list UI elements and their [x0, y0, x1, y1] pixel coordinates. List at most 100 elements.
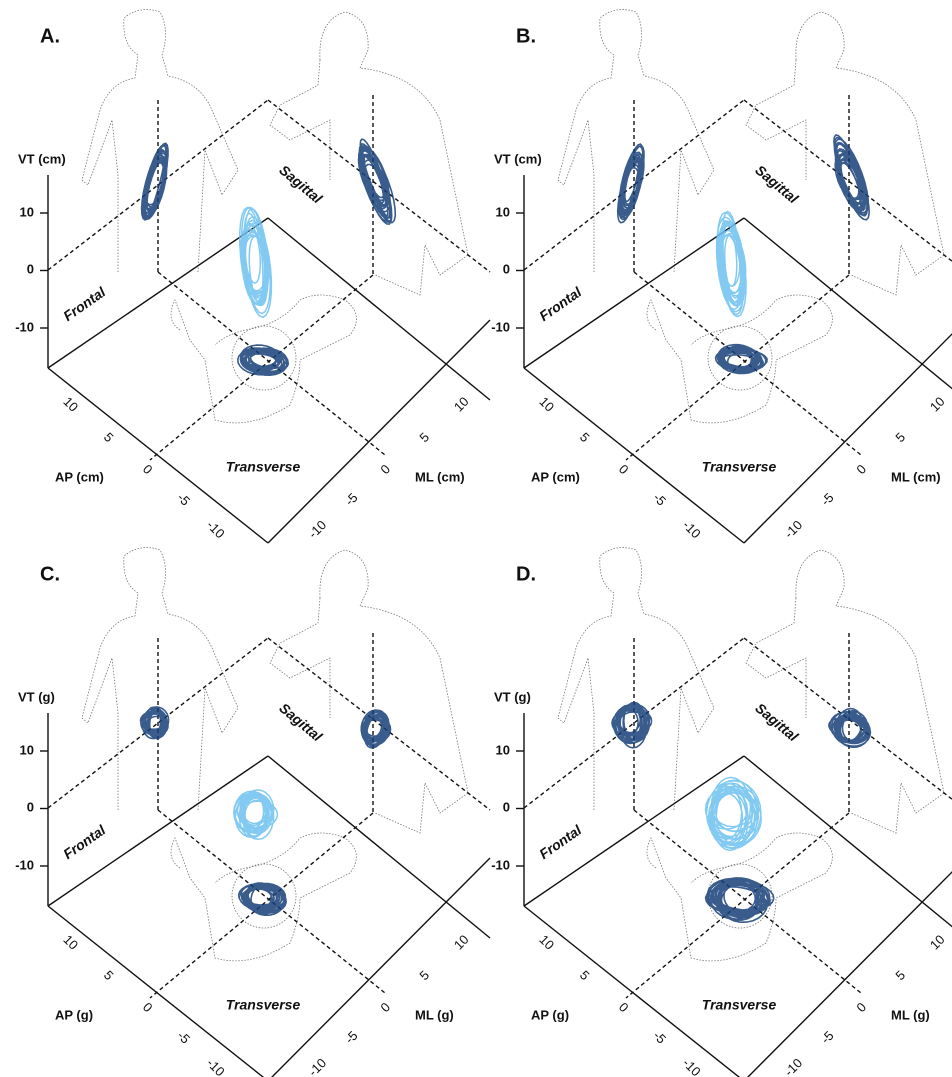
body-outline	[646, 832, 833, 962]
plane-edge	[267, 217, 491, 401]
ap-axis-label: AP (cm)	[531, 469, 580, 484]
ap-tick-label: -10	[204, 517, 228, 541]
body-outline	[269, 549, 469, 834]
trajectory	[236, 344, 290, 377]
body-outline	[557, 9, 715, 273]
vt-tick-label: 0	[503, 261, 510, 276]
ap-tick-label: -5	[174, 1028, 193, 1047]
body-outline	[81, 547, 239, 811]
ml-tick-label: -10	[305, 517, 329, 541]
ap-axis	[47, 367, 269, 544]
plane-edge	[523, 755, 745, 907]
body-outline	[170, 294, 357, 424]
ml-tick-label: 5	[416, 429, 432, 445]
ap-tick-label: 10	[60, 932, 81, 953]
panel-label: C.	[40, 563, 60, 585]
vt-tick-label: -10	[491, 857, 510, 872]
ap-axis	[523, 367, 745, 544]
ml-tick-label: -5	[818, 1028, 837, 1047]
ml-axis-label: ML (cm)	[415, 469, 465, 484]
plane-label: Frontal	[60, 821, 109, 862]
trajectory	[360, 709, 392, 749]
trajectory	[704, 877, 775, 924]
guide	[633, 271, 862, 456]
body-outline	[646, 294, 833, 424]
ml-axis-label: ML (g)	[891, 1007, 930, 1022]
plane-edge	[743, 217, 952, 390]
plane-label: Frontal	[536, 821, 585, 862]
ml-tick-label: -10	[305, 1055, 329, 1077]
ml-axis	[746, 871, 952, 1077]
trajectory	[704, 776, 762, 852]
plane-label: Transverse	[702, 997, 777, 1013]
ap-tick-label: 5	[577, 429, 593, 445]
ml-tick-label: -10	[781, 517, 805, 541]
sagittal-plane-edge	[267, 637, 491, 811]
ap-axis	[47, 905, 265, 1077]
frontal-plane-edge	[47, 99, 269, 271]
plane-label: Transverse	[226, 459, 301, 475]
panel: A. VT (cm) 10 0 -10 10 5 0 -5 -10 -10 -5 0 5 10 AP (cm)…	[15, 9, 491, 544]
panel-label: B.	[516, 25, 536, 47]
vt-tick-label: 0	[27, 261, 34, 276]
body-outline	[269, 11, 469, 296]
plane-label: Transverse	[226, 997, 301, 1013]
trajectory	[715, 210, 747, 318]
plane-edge	[267, 755, 491, 939]
ap-axis-label: AP (g)	[531, 1007, 569, 1022]
trajectory	[714, 343, 769, 375]
ml-axis-label: ML (cm)	[891, 469, 941, 484]
ml-tick-label: 0	[377, 999, 393, 1015]
vt-tick-label: 10	[20, 204, 34, 219]
guide	[625, 274, 850, 461]
ap-tick-label: -5	[174, 490, 193, 509]
panel: C. VT (g) 10 0 -10 10 5 0 -5 -10 -10 -5 0 5 10 AP (g) ML…	[15, 547, 491, 1077]
ap-tick-label: -5	[650, 1028, 669, 1047]
ml-tick-label: 10	[927, 394, 948, 415]
plane-label: Frontal	[60, 283, 109, 324]
plane-label: Sagittal	[276, 700, 326, 745]
ap-tick-label: -10	[680, 517, 704, 541]
ml-tick-label: 10	[451, 394, 472, 415]
ap-tick-label: 10	[536, 394, 557, 415]
head-outline	[231, 325, 297, 391]
frontal-plane-edge	[523, 637, 745, 809]
ml-tick-label: 5	[892, 429, 908, 445]
vt-tick-label: 10	[20, 742, 34, 757]
sagittal-plane-edge	[743, 99, 952, 263]
ap-tick-label: 0	[140, 461, 156, 477]
plane-edge	[523, 217, 745, 369]
guide	[149, 274, 374, 461]
vt-axis-label: VT (g)	[18, 689, 55, 704]
ml-axis-label: ML (g)	[415, 1007, 454, 1022]
ml-tick-label: -5	[818, 490, 837, 509]
vt-tick-label: 10	[496, 204, 510, 219]
vt-axis-label: VT (cm)	[494, 151, 542, 166]
body-outline	[745, 549, 945, 834]
frontal-plane-edge	[47, 637, 269, 809]
panel-label: D.	[516, 563, 536, 585]
ml-tick-label: 10	[927, 932, 948, 953]
ml-tick-label: 0	[377, 461, 393, 477]
plane-edge	[47, 755, 269, 907]
plane-label: Transverse	[702, 459, 777, 475]
ml-axis	[743, 333, 952, 544]
trajectory	[139, 706, 170, 740]
ml-tick-label: 5	[892, 967, 908, 983]
ml-tick-label: -5	[342, 490, 361, 509]
trajectory	[239, 206, 273, 319]
vt-axis-label: VT (g)	[494, 689, 531, 704]
ap-tick-label: 10	[60, 394, 81, 415]
guide	[625, 812, 850, 999]
ml-tick-label: -5	[342, 1028, 361, 1047]
ap-tick-label: 5	[577, 967, 593, 983]
sagittal-plane-edge	[743, 637, 952, 801]
ml-tick-label: 0	[853, 461, 869, 477]
ap-tick-label: 10	[536, 932, 557, 953]
ap-axis-label: AP (cm)	[55, 469, 104, 484]
plane-edge	[743, 755, 952, 928]
plane-label: Sagittal	[276, 162, 326, 207]
ap-tick-label: -10	[204, 1055, 228, 1077]
vt-tick-label: -10	[491, 319, 510, 334]
